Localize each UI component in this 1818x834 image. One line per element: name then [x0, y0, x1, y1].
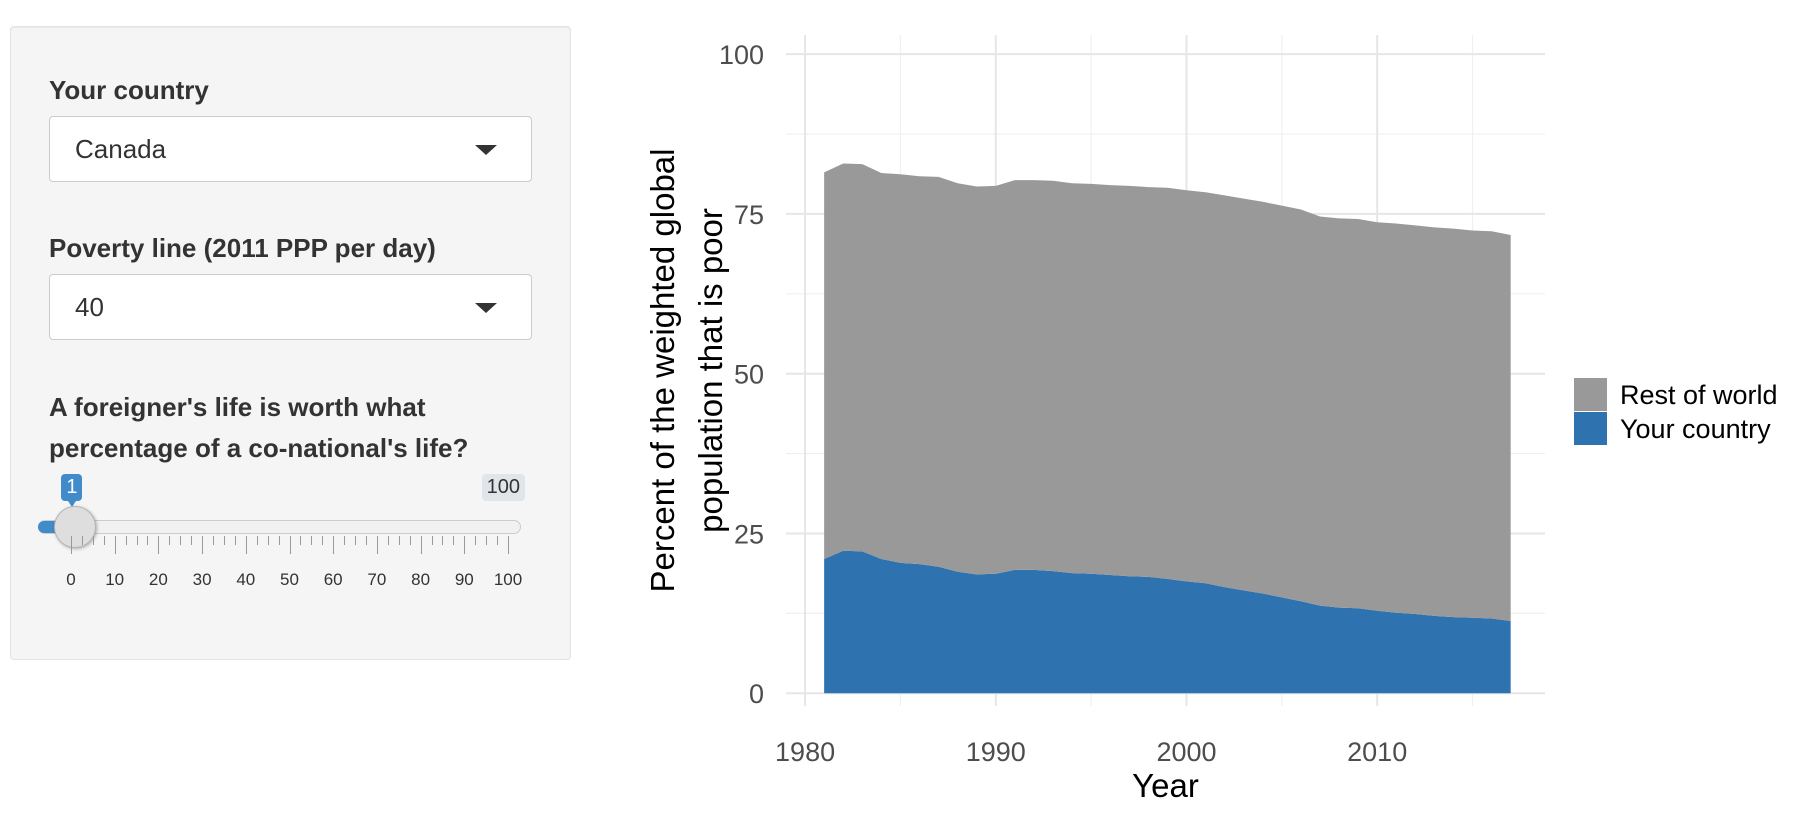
- y-axis-title-line: Percent of the weighted global: [644, 149, 681, 593]
- slider-minor-tick: [442, 536, 444, 545]
- y-axis-title: Percent of the weighted global population…: [644, 149, 729, 593]
- foreign-weight-label-line2: percentage of a co-national's life?: [49, 433, 469, 463]
- slider-minor-tick: [103, 536, 105, 545]
- slider-minor-tick: [355, 536, 357, 545]
- slider-minor-tick: [81, 536, 83, 545]
- slider-tick-label: 50: [280, 570, 299, 589]
- y-tick-label: 75: [734, 200, 764, 230]
- slider-major-tick: [289, 536, 291, 554]
- slider-minor-tick: [300, 536, 302, 545]
- slider-tick-label: 90: [454, 570, 474, 589]
- x-tick-label: 1990: [966, 737, 1026, 767]
- slider-minor-tick: [278, 536, 280, 545]
- chevron-down-icon: [475, 303, 497, 313]
- slider-minor-tick: [169, 536, 171, 545]
- x-tick-label: 2000: [1156, 737, 1216, 767]
- x-tick-label: 1980: [775, 737, 835, 767]
- slider-minor-tick: [431, 536, 433, 545]
- poverty-line-label: Poverty line (2011 PPP per day): [49, 233, 436, 263]
- chevron-down-icon: [475, 145, 497, 155]
- slider-minor-tick: [125, 536, 127, 545]
- y-tick-label: 100: [719, 40, 764, 70]
- slider-tick-label: 100: [493, 570, 523, 589]
- y-tick-label: 25: [734, 519, 764, 549]
- slider-tick-label: 30: [192, 570, 212, 589]
- slider-minor-tick: [497, 536, 499, 545]
- slider-minor-tick: [387, 536, 389, 545]
- slider-minor-tick: [409, 536, 411, 545]
- legend-swatch: [1574, 412, 1607, 445]
- y-tick-label: 0: [749, 679, 764, 709]
- slider-major-tick: [508, 536, 509, 554]
- foreign-weight-label-line1: A foreigner's life is worth what: [49, 392, 426, 422]
- slider-tick-label: 60: [323, 570, 343, 589]
- slider-minor-tick: [453, 536, 455, 545]
- slider-minor-tick: [92, 536, 94, 545]
- slider-minor-tick: [136, 536, 138, 545]
- slider-minor-tick: [486, 536, 488, 545]
- slider-major-tick: [158, 536, 160, 554]
- x-tick-label: 2010: [1347, 737, 1407, 767]
- y-tick-label: 50: [734, 360, 764, 390]
- legend-label: Your country: [1620, 414, 1771, 444]
- x-axis-title: Year: [1132, 767, 1199, 804]
- slider-tick-label: 0: [66, 570, 76, 589]
- area-your-country: [824, 550, 1511, 694]
- slider-minor-tick: [223, 536, 225, 545]
- slider-minor-tick: [311, 536, 313, 545]
- slider-major-tick: [114, 536, 116, 554]
- slider-minor-tick: [147, 536, 149, 545]
- slider-track[interactable]: [38, 520, 521, 534]
- country-label: Your country: [49, 75, 209, 105]
- slider-major-tick: [202, 536, 204, 554]
- country-select[interactable]: Canada: [49, 116, 532, 182]
- slider-minor-tick: [365, 536, 367, 545]
- slider-minor-tick: [191, 536, 193, 545]
- slider-major-tick: [464, 536, 466, 554]
- slider-minor-tick: [398, 536, 400, 545]
- slider-minor-tick: [234, 536, 236, 545]
- slider-minor-tick: [267, 536, 269, 545]
- legend-label: Rest of world: [1620, 380, 1778, 410]
- country-select-value: Canada: [75, 134, 167, 164]
- slider-major-tick: [333, 536, 335, 554]
- slider-tick-label: 70: [367, 570, 387, 589]
- sidebar-panel: Your country Canada Poverty line (2011 P…: [10, 26, 571, 660]
- slider-tick-label: 20: [148, 570, 168, 589]
- slider-tick-label: 80: [411, 570, 431, 589]
- slider-value-badge: 1: [61, 474, 83, 507]
- slider-tick-label: 40: [236, 570, 256, 589]
- slider-major-tick: [71, 536, 72, 554]
- slider-major-tick: [376, 536, 378, 554]
- slider-minor-tick: [322, 536, 324, 545]
- poverty-line-select[interactable]: 40: [49, 274, 532, 340]
- slider-minor-tick: [256, 536, 258, 545]
- slider-minor-tick: [180, 536, 182, 545]
- slider-max-badge: 100: [481, 474, 525, 501]
- poverty-line-select-value: 40: [75, 292, 104, 322]
- slider-handle[interactable]: [54, 506, 97, 548]
- area-rest-of-world: [824, 163, 1511, 622]
- slider-tick-label: 10: [105, 570, 125, 589]
- slider-major-tick: [245, 536, 247, 554]
- legend-swatch: [1574, 378, 1607, 411]
- poverty-area-chart: 0 25 50 75 100 1980 1990 2000 2010 Year Percent of…: [644, 35, 1778, 804]
- foreign-weight-slider[interactable]: 1 100 0 10 20 30 40 50 60 70 80 90 100: [38, 468, 525, 589]
- y-axis-title-line: population that is poor: [692, 208, 729, 533]
- slider-major-tick: [420, 536, 422, 554]
- slider-minor-tick: [475, 536, 477, 545]
- slider-minor-tick: [213, 536, 215, 545]
- slider-minor-tick: [344, 536, 346, 545]
